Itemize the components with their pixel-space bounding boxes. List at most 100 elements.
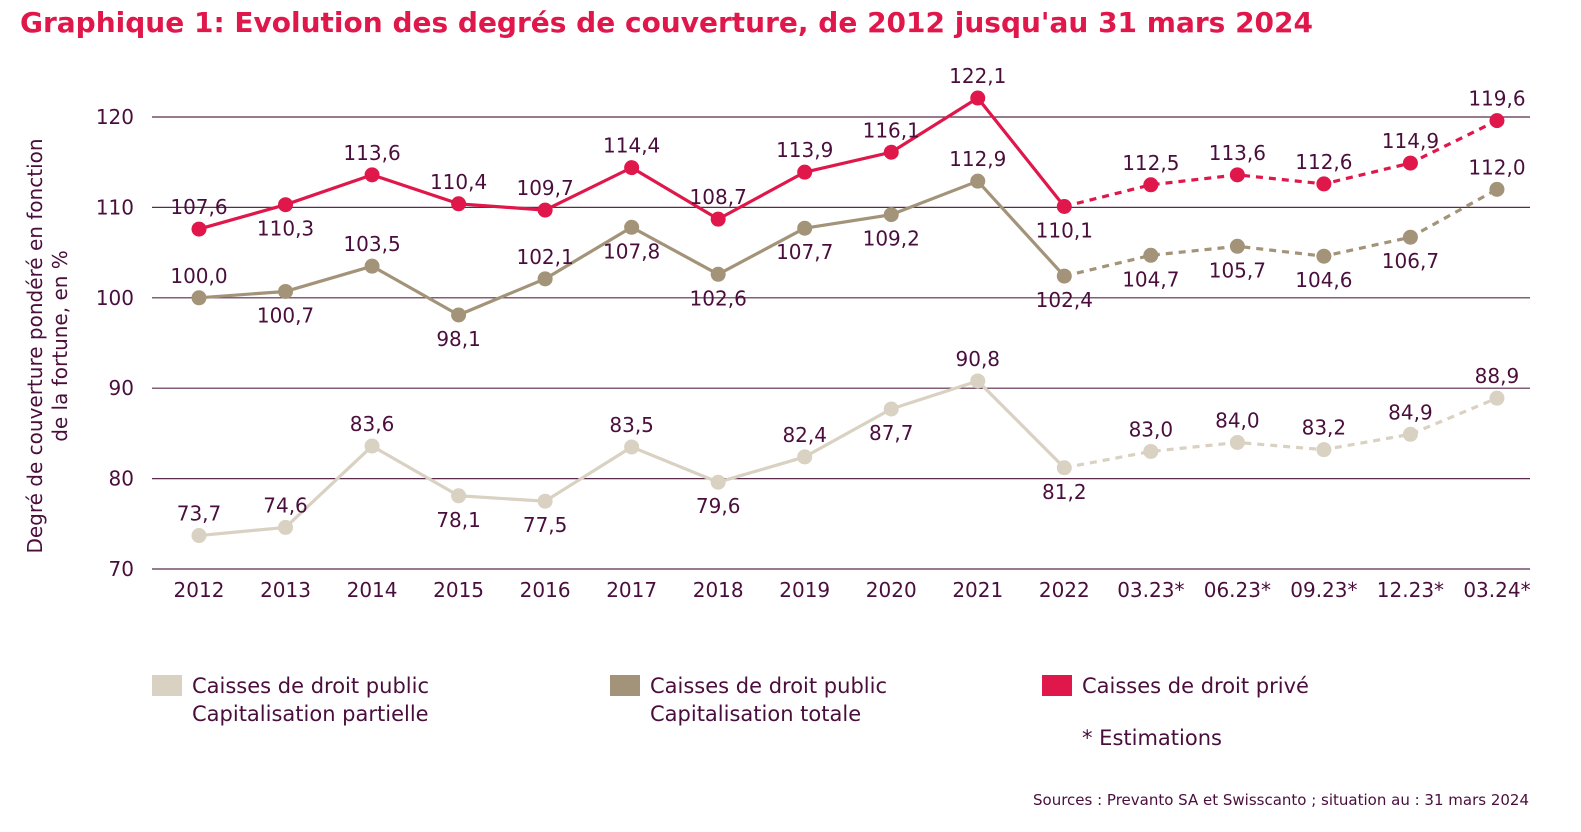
data-label-prive: 114,4 xyxy=(603,134,660,158)
data-label-totale: 105,7 xyxy=(1209,258,1266,282)
y-tick-label: 90 xyxy=(109,376,134,400)
data-point-partielle xyxy=(710,474,726,490)
data-label-totale: 103,5 xyxy=(343,232,400,256)
x-tick-label: 2022 xyxy=(1039,578,1090,602)
y-tick-label: 110 xyxy=(96,195,134,219)
data-point-prive xyxy=(278,197,294,213)
y-tick-labels: 70 80 90 100 110 120 xyxy=(96,105,134,581)
x-tick-label: 2015 xyxy=(433,578,484,602)
data-point-totale xyxy=(797,220,813,236)
x-tick-label: 2016 xyxy=(520,578,571,602)
data-label-prive: 113,6 xyxy=(1209,141,1266,165)
x-tick-label: 06.23* xyxy=(1204,578,1271,602)
data-point-partielle xyxy=(797,449,813,465)
data-point-prive xyxy=(1316,176,1332,192)
data-label-partielle: 74,6 xyxy=(263,493,308,517)
data-point-totale xyxy=(1056,268,1072,284)
legend-item-prive: Caisses de droit privé xyxy=(1042,672,1309,700)
y-axis-label-line: de la fortune, en % xyxy=(48,250,72,442)
data-label-partielle: 84,0 xyxy=(1215,408,1260,432)
x-tick-label: 2021 xyxy=(952,578,1003,602)
data-label-totale: 102,6 xyxy=(690,286,747,310)
x-tick-label: 12.23* xyxy=(1377,578,1444,602)
data-label-partielle: 79,6 xyxy=(696,494,741,518)
data-label-partielle: 81,2 xyxy=(1042,480,1087,504)
data-point-totale xyxy=(191,290,207,306)
data-label-totale: 98,1 xyxy=(436,327,481,351)
data-point-prive xyxy=(364,167,380,183)
data-label-totale: 112,9 xyxy=(949,147,1006,171)
data-point-partielle xyxy=(624,439,640,455)
x-tick-label: 03.23* xyxy=(1117,578,1184,602)
source-note: Sources : Prevanto SA et Swisscanto ; si… xyxy=(1033,791,1529,809)
data-label-prive: 116,1 xyxy=(863,118,920,142)
legend-item-partielle: Caisses de droit public Capitalisation p… xyxy=(152,672,429,728)
data-label-totale: 112,0 xyxy=(1468,155,1525,179)
data-point-prive xyxy=(1489,113,1505,129)
data-point-prive xyxy=(883,144,899,160)
x-tick-label: 2014 xyxy=(347,578,398,602)
data-label-partielle: 77,5 xyxy=(523,513,568,537)
data-point-totale xyxy=(624,219,640,235)
x-tick-label: 09.23* xyxy=(1290,578,1357,602)
data-point-totale xyxy=(710,266,726,282)
x-tick-label: 2013 xyxy=(260,578,311,602)
data-label-prive: 110,3 xyxy=(257,217,314,241)
data-point-partielle xyxy=(1143,443,1159,459)
data-label-partielle: 88,9 xyxy=(1475,364,1520,388)
data-label-partielle: 78,1 xyxy=(436,508,481,532)
legend-label-partielle: Caisses de droit public Capitalisation p… xyxy=(192,674,429,726)
legend-swatch-prive xyxy=(1042,675,1072,696)
data-point-totale xyxy=(537,271,553,287)
data-label-totale: 107,8 xyxy=(603,239,660,263)
x-tick-label: 2020 xyxy=(866,578,917,602)
data-label-partielle: 90,8 xyxy=(956,347,1001,371)
data-point-totale xyxy=(1402,229,1418,245)
data-point-partielle xyxy=(537,493,553,509)
data-point-partielle xyxy=(1056,460,1072,476)
data-label-totale: 104,6 xyxy=(1295,268,1352,292)
data-label-prive: 110,1 xyxy=(1036,218,1093,242)
x-tick-label: 2018 xyxy=(693,578,744,602)
x-tick-label: 2012 xyxy=(174,578,225,602)
data-point-partielle xyxy=(364,438,380,454)
data-point-prive xyxy=(1056,198,1072,214)
data-label-partielle: 87,7 xyxy=(869,421,914,445)
x-tick-labels: 2012 2013 2014 2015 2016 2017 2018 2019 2020 2021… xyxy=(174,578,1531,602)
chart-title: Graphique 1: Evolution des degrés de cou… xyxy=(20,6,1314,39)
data-label-partielle: 84,9 xyxy=(1388,400,1433,424)
y-tick-label: 120 xyxy=(96,105,134,129)
data-label-totale: 104,7 xyxy=(1122,267,1179,291)
data-point-totale xyxy=(970,173,986,189)
data-label-prive: 110,4 xyxy=(430,170,487,194)
data-label-totale: 107,7 xyxy=(776,240,833,264)
data-label-partielle: 83,2 xyxy=(1302,416,1347,440)
data-point-totale xyxy=(1229,238,1245,254)
series-line-partielle xyxy=(198,379,1066,538)
data-label-totale: 100,0 xyxy=(170,264,227,288)
data-label-partielle: 83,0 xyxy=(1129,417,1174,441)
data-label-prive: 112,6 xyxy=(1295,150,1352,174)
data-label-prive: 113,6 xyxy=(343,141,400,165)
data-point-partielle xyxy=(1489,390,1505,406)
data-label-prive: 119,6 xyxy=(1468,87,1525,111)
y-tick-label: 100 xyxy=(96,286,134,310)
data-label-partielle: 73,7 xyxy=(177,502,222,526)
x-tick-label: 2019 xyxy=(779,578,830,602)
data-point-totale xyxy=(364,258,380,274)
data-point-prive xyxy=(537,202,553,218)
y-axis-label-line: Degré de couverture pondéré en fonction xyxy=(23,138,47,553)
data-label-partielle: 82,4 xyxy=(782,423,827,447)
y-axis-label: Degré de couverture pondéré en fonction d… xyxy=(23,138,72,553)
data-point-prive xyxy=(1402,155,1418,171)
data-label-prive: 122,1 xyxy=(949,64,1006,88)
series-line-estimate-totale xyxy=(1063,187,1498,278)
y-tick-label: 70 xyxy=(109,557,134,581)
legend-swatch-partielle xyxy=(152,675,182,696)
data-point-totale xyxy=(1489,181,1505,197)
gridlines xyxy=(152,116,1530,570)
x-tick-label: 03.24* xyxy=(1463,578,1530,602)
data-label-prive: 108,7 xyxy=(690,185,747,209)
data-label-prive: 107,6 xyxy=(170,195,227,219)
